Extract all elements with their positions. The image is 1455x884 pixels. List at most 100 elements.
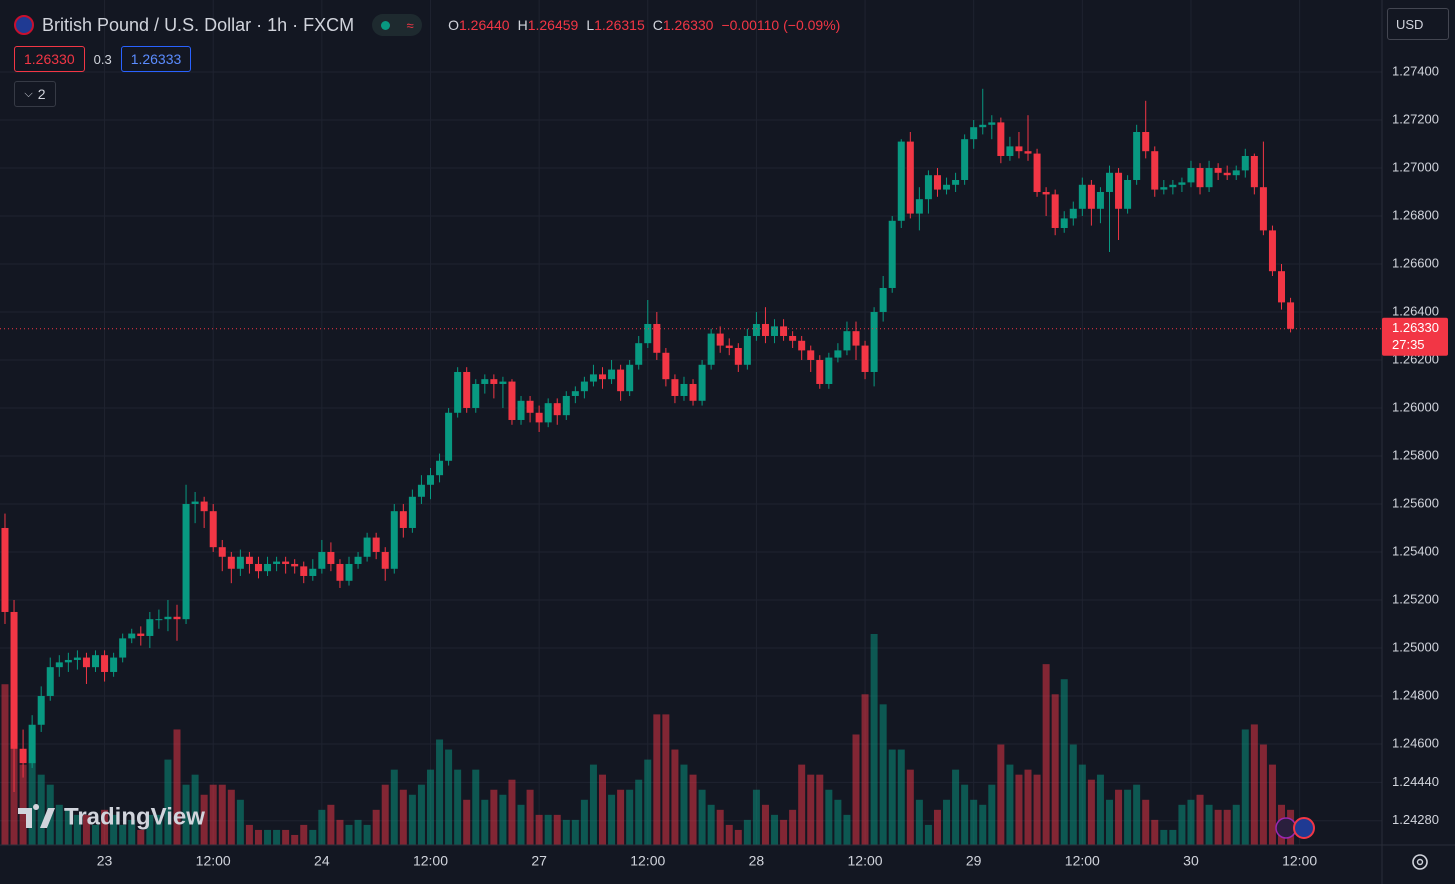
candle-body bbox=[354, 556, 362, 564]
candle-body bbox=[1223, 172, 1231, 176]
candle-body bbox=[979, 124, 987, 128]
volume-bar bbox=[110, 814, 118, 845]
volume-bar bbox=[1241, 729, 1249, 845]
candle-body bbox=[780, 326, 788, 336]
candle-body bbox=[300, 566, 308, 576]
volume-bar bbox=[1096, 774, 1104, 845]
volume-bar bbox=[1115, 789, 1123, 845]
volume-bar bbox=[155, 814, 163, 845]
y-tick-label: 1.25400 bbox=[1392, 543, 1439, 558]
candle-body bbox=[562, 395, 570, 416]
volume-bar bbox=[861, 694, 869, 845]
y-tick-label: 1.27200 bbox=[1392, 111, 1439, 126]
quote-row: 1.26330 0.3 1.26333 bbox=[14, 46, 192, 72]
candle-body bbox=[1196, 167, 1204, 188]
candle-body bbox=[1241, 155, 1249, 171]
candle-body bbox=[897, 141, 905, 221]
candle-body bbox=[1051, 194, 1059, 228]
indicators-toggle[interactable]: ⌵ 2 bbox=[14, 81, 56, 107]
candle-body bbox=[1250, 155, 1258, 188]
candle-body bbox=[73, 657, 81, 660]
candle-body bbox=[771, 326, 779, 336]
volume-bar bbox=[1087, 779, 1095, 845]
symbol-title[interactable]: British Pound / U.S. Dollar · 1h · FXCM bbox=[42, 14, 355, 35]
candle-body bbox=[82, 657, 90, 668]
candle-body bbox=[28, 724, 36, 764]
candle-body bbox=[10, 611, 18, 749]
volume-bar bbox=[1069, 744, 1077, 845]
candle-body bbox=[445, 412, 453, 461]
volume-bar bbox=[626, 789, 634, 845]
currency-button[interactable]: USD bbox=[1387, 8, 1449, 40]
volume-bar bbox=[807, 774, 815, 845]
candle-body bbox=[336, 563, 344, 581]
candle-body bbox=[309, 568, 317, 576]
volume-bar bbox=[454, 769, 462, 845]
volume-bar bbox=[1124, 789, 1132, 845]
candle-body bbox=[1160, 187, 1168, 190]
candle-body bbox=[526, 400, 534, 413]
volume-bar bbox=[218, 784, 226, 845]
x-tick-label: 23 bbox=[97, 853, 113, 869]
candle-body bbox=[870, 311, 878, 372]
spread: 0.3 bbox=[93, 51, 112, 67]
candle-body bbox=[1142, 131, 1150, 152]
volume-bar bbox=[852, 734, 860, 845]
candle-body bbox=[472, 383, 480, 408]
candle-body bbox=[417, 484, 425, 497]
volume-bar bbox=[408, 794, 416, 845]
y-tick-label: 1.26600 bbox=[1392, 255, 1439, 270]
x-tick-label: 24 bbox=[314, 853, 330, 869]
candle-body bbox=[245, 556, 253, 564]
volume-bar bbox=[101, 809, 109, 845]
volume-bar bbox=[933, 809, 941, 845]
candle-body bbox=[535, 412, 543, 423]
y-tick-label: 1.25000 bbox=[1392, 639, 1439, 654]
candle-body bbox=[698, 364, 706, 401]
volume-bar bbox=[227, 789, 235, 845]
volume-bar bbox=[752, 789, 760, 845]
volume-bar bbox=[381, 784, 389, 845]
candle-body bbox=[626, 364, 634, 392]
candle-body bbox=[454, 371, 462, 413]
volume-bar bbox=[1024, 769, 1032, 845]
volume-bar bbox=[399, 789, 407, 845]
volume-bar bbox=[92, 824, 100, 845]
settings-icon bbox=[1412, 854, 1428, 870]
volume-bar bbox=[309, 829, 317, 845]
candle-body bbox=[1124, 179, 1132, 209]
volume-bar bbox=[599, 774, 607, 845]
volume-bar bbox=[924, 824, 932, 845]
volume-bar bbox=[653, 714, 661, 845]
volume-bar bbox=[128, 819, 136, 845]
status-dot bbox=[380, 20, 390, 30]
volume-bar bbox=[363, 824, 371, 845]
volume-bar bbox=[191, 774, 199, 845]
volume-bar bbox=[517, 804, 525, 845]
volume-bar bbox=[481, 799, 489, 845]
candle-body bbox=[653, 323, 661, 353]
candle-body bbox=[517, 400, 525, 420]
candle-body bbox=[1187, 167, 1195, 183]
candle-body bbox=[970, 127, 978, 140]
candle-body bbox=[571, 391, 579, 396]
volume-bar bbox=[508, 779, 516, 845]
candle-body bbox=[264, 563, 272, 572]
bid-button[interactable]: 1.26330 bbox=[14, 46, 85, 72]
volume-bar bbox=[273, 829, 281, 845]
ask-button[interactable]: 1.26333 bbox=[120, 46, 192, 72]
candle-body bbox=[436, 460, 444, 476]
candle-body bbox=[345, 563, 353, 581]
candle-body bbox=[961, 139, 969, 180]
volume-bar bbox=[327, 804, 335, 845]
candle-body bbox=[481, 379, 489, 384]
volume-bar bbox=[816, 774, 824, 845]
candle-body bbox=[399, 511, 407, 528]
volume-bar bbox=[825, 789, 833, 845]
volume-bar bbox=[680, 764, 688, 845]
y-tick-label: 1.25800 bbox=[1392, 447, 1439, 462]
volume-bar bbox=[64, 809, 72, 845]
status-pill[interactable]: ≈ bbox=[372, 14, 423, 36]
